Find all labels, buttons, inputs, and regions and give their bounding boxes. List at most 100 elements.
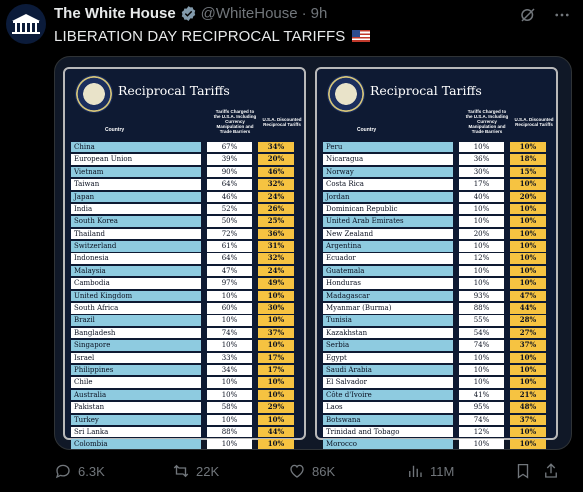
separator-dot: · — [301, 5, 307, 22]
discounted-cell: 10% — [510, 377, 546, 388]
panel-header: Reciprocal Tariffs Country Tariffs Charg… — [71, 75, 302, 141]
charged-cell: 12% — [459, 253, 504, 264]
discounted-cell: 10% — [510, 364, 546, 376]
user-handle[interactable]: @WhiteHouse — [200, 5, 298, 22]
discounted-cell: 10% — [258, 439, 294, 449]
discounted-cell: 24% — [258, 265, 294, 277]
country-cell: New Zealand — [323, 228, 453, 240]
discounted-cell: 49% — [258, 278, 294, 289]
charged-cell: 72% — [207, 228, 252, 240]
charged-cell: 10% — [459, 377, 504, 388]
white-house-logo-icon — [12, 14, 40, 34]
charged-cell: 64% — [207, 179, 252, 190]
charged-cell: 61% — [207, 241, 252, 252]
share-button[interactable] — [542, 462, 564, 480]
country-cell: Vietnam — [71, 166, 201, 178]
charged-cell: 54% — [459, 327, 504, 339]
charged-cell: 90% — [207, 166, 252, 178]
bookmark-button[interactable] — [514, 462, 542, 480]
country-cell: India — [71, 203, 201, 215]
country-cell: South Korea — [71, 216, 201, 227]
table-row: Tunisia 55% 28% — [323, 314, 550, 326]
discounted-cell: 10% — [258, 340, 294, 351]
table-row: Serbia 74% 37% — [323, 339, 550, 351]
charged-cell: 55% — [459, 315, 504, 326]
table-row: Honduras 10% 10% — [323, 277, 550, 289]
country-cell: Tunisia — [323, 315, 453, 326]
repost-button[interactable]: 22K — [172, 462, 288, 480]
table-row: Myanmar (Burma) 88% 44% — [323, 302, 550, 314]
charged-cell: 58% — [207, 402, 252, 413]
more-icon[interactable] — [553, 6, 571, 24]
views-button[interactable]: 11M — [406, 462, 514, 480]
discounted-cell: 17% — [258, 364, 294, 376]
tweet-header: The White House @WhiteHouse · 9h — [54, 5, 327, 22]
charged-cell: 10% — [207, 377, 252, 388]
country-cell: Nicaragua — [323, 154, 453, 165]
table-row: India 52% 26% — [71, 203, 298, 215]
country-cell: Chile — [71, 377, 201, 388]
tweet-action-bar: 6.3K 22K 86K 11M — [54, 462, 572, 480]
table-row: Thailand 72% 36% — [71, 228, 298, 240]
discounted-cell: 17% — [258, 352, 294, 364]
display-name[interactable]: The White House — [54, 5, 176, 22]
like-button[interactable]: 86K — [288, 462, 406, 480]
table-row: Argentina 10% 10% — [323, 240, 550, 252]
charged-cell: 47% — [207, 265, 252, 277]
discounted-cell: 30% — [258, 303, 294, 314]
country-cell: Thailand — [71, 228, 201, 240]
charged-cell: 64% — [207, 253, 252, 264]
country-cell: Turkey — [71, 414, 201, 426]
table-row: Botswana 74% 37% — [323, 414, 550, 426]
charged-cell: 93% — [459, 290, 504, 302]
table-row: European Union 39% 20% — [71, 153, 298, 165]
country-cell: Serbia — [323, 340, 453, 351]
discounted-cell: 20% — [510, 191, 546, 202]
tweet-media[interactable]: Reciprocal Tariffs Country Tariffs Charg… — [54, 56, 572, 450]
country-cell: Norway — [323, 166, 453, 178]
table-row: Côte d'Ivoire 41% 21% — [323, 389, 550, 401]
table-row: United Kingdom 10% 10% — [71, 290, 298, 302]
timestamp[interactable]: 9h — [310, 5, 328, 22]
table-row: Singapore 10% 10% — [71, 339, 298, 351]
country-cell: Laos — [323, 402, 453, 413]
country-cell: Botswana — [323, 414, 453, 426]
share-icon — [545, 463, 557, 478]
discounted-cell: 10% — [510, 203, 546, 215]
charged-cell: 67% — [207, 141, 252, 153]
table-row: Brazil 10% 10% — [71, 314, 298, 326]
discounted-cell: 26% — [258, 203, 294, 215]
tariff-rows: China 67% 34% European Union 39% 20% Vietnam 90… — [71, 141, 298, 449]
discounted-cell: 46% — [258, 166, 294, 178]
table-row: Indonesia 64% 32% — [71, 253, 298, 265]
country-cell: Colombia — [71, 439, 201, 449]
country-cell: Myanmar (Burma) — [323, 303, 453, 314]
grok-icon[interactable] — [519, 6, 537, 24]
country-cell: Cambodia — [71, 278, 201, 289]
table-row: Chile 10% 10% — [71, 376, 298, 388]
table-row: Taiwan 64% 32% — [71, 178, 298, 190]
table-row: Japan 46% 24% — [71, 191, 298, 203]
discounted-cell: 25% — [258, 216, 294, 227]
charged-cell: 10% — [207, 439, 252, 449]
discounted-cell: 36% — [258, 228, 294, 240]
discounted-cell: 24% — [258, 191, 294, 202]
charged-cell: 10% — [459, 352, 504, 364]
table-row: United Arab Emirates 10% 10% — [323, 215, 550, 227]
charged-cell: 33% — [207, 352, 252, 364]
reply-button[interactable]: 6.3K — [54, 462, 172, 480]
avatar[interactable] — [6, 4, 46, 44]
charged-cell: 10% — [207, 290, 252, 302]
verified-badge-icon — [181, 6, 195, 21]
country-cell: Switzerland — [71, 241, 201, 252]
country-cell: Costa Rica — [323, 179, 453, 190]
panel-title: Reciprocal Tariffs — [118, 83, 230, 98]
charged-cell: 39% — [207, 154, 252, 165]
discounted-cell: 44% — [510, 303, 546, 314]
country-cell: Brazil — [71, 315, 201, 326]
table-row: Madagascar 93% 47% — [323, 290, 550, 302]
discounted-cell: 37% — [258, 327, 294, 339]
views-icon — [409, 465, 422, 477]
country-cell: Singapore — [71, 340, 201, 351]
country-cell: Sri Lanka — [71, 426, 201, 438]
